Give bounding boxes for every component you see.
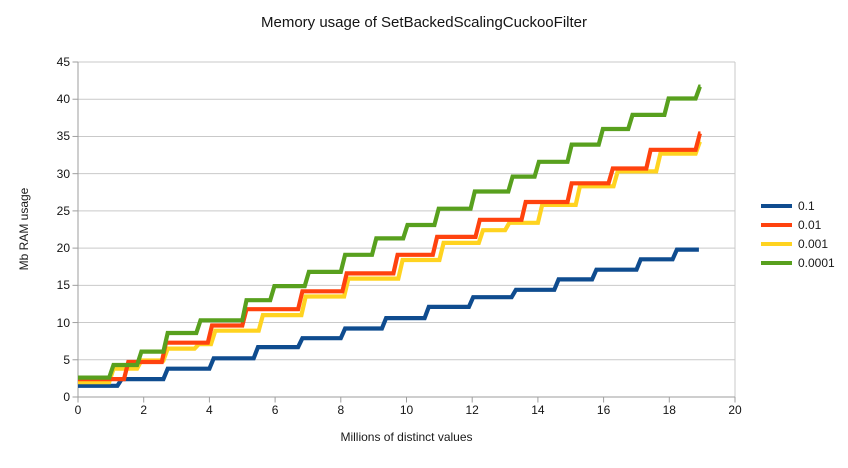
y-tick-label: 20 xyxy=(56,241,70,256)
x-tick-label: 2 xyxy=(140,403,148,417)
x-tick-label: 12 xyxy=(465,403,479,417)
x-tick-label: 14 xyxy=(531,403,545,417)
y-tick-label: 25 xyxy=(56,203,70,218)
chart-title: Memory usage of SetBackedScalingCuckooFi… xyxy=(261,14,587,31)
y-tick-label: 45 xyxy=(56,55,70,69)
legend-label: 0.01 xyxy=(798,217,822,232)
legend-item-0.0001: 0.0001 xyxy=(761,255,835,270)
legend-line-swatch xyxy=(761,203,792,208)
y-tick-label: 35 xyxy=(56,129,70,144)
legend-line-swatch xyxy=(761,260,792,265)
legend: 0.1 0.01 0.001 0.0001 xyxy=(761,198,835,270)
series-line-0.1 xyxy=(78,247,699,388)
series-line-0.0001 xyxy=(78,84,702,380)
x-tick-label: 4 xyxy=(206,403,213,417)
x-tick-label: 0 xyxy=(74,403,82,417)
x-tick-label: 6 xyxy=(271,403,279,417)
y-tick-label: 15 xyxy=(56,278,70,293)
x-tick-label: 20 xyxy=(728,403,742,417)
series-line-0.001 xyxy=(78,139,702,385)
x-tick-label: 10 xyxy=(399,403,414,417)
legend-line-swatch xyxy=(761,222,792,227)
x-axis-title: Millions of distinct values xyxy=(340,430,473,444)
y-tick-label: 0 xyxy=(63,390,70,404)
legend-item-0.1: 0.1 xyxy=(761,198,835,213)
legend-item-0.001: 0.001 xyxy=(761,236,835,251)
x-tick-label: 8 xyxy=(337,403,345,417)
legend-label: 0.1 xyxy=(798,198,815,213)
legend-label: 0.0001 xyxy=(798,255,835,270)
y-tick-label: 40 xyxy=(56,92,70,107)
y-tick-label: 5 xyxy=(63,352,70,367)
legend-label: 0.001 xyxy=(798,236,829,251)
x-tick-label: 18 xyxy=(662,403,676,417)
x-tick-label: 16 xyxy=(596,403,611,417)
legend-line-swatch xyxy=(761,241,792,246)
y-axis-title: Mb RAM usage xyxy=(17,187,31,271)
y-tick-label: 10 xyxy=(56,315,70,330)
series-line-0.01 xyxy=(78,131,702,382)
y-tick-label: 30 xyxy=(56,166,70,181)
legend-item-0.01: 0.01 xyxy=(761,217,835,232)
